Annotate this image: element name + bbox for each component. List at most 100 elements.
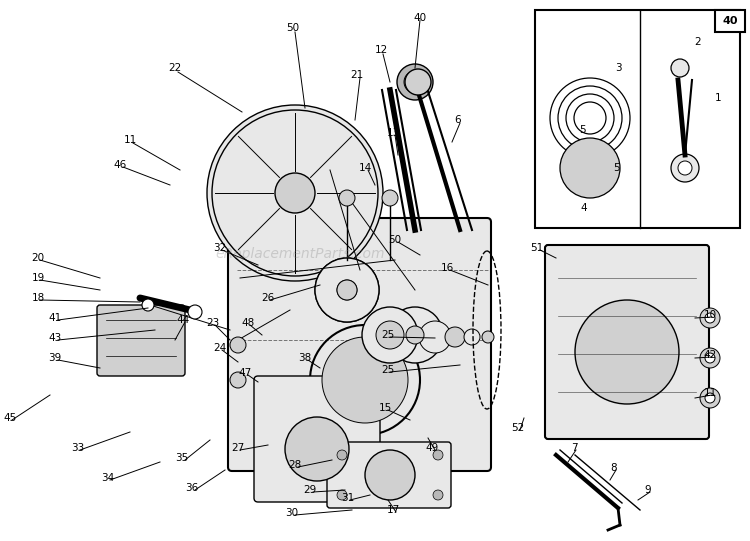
Circle shape	[230, 337, 246, 353]
Text: 5: 5	[579, 125, 585, 135]
Circle shape	[404, 71, 426, 93]
Text: 2: 2	[694, 37, 701, 47]
Circle shape	[433, 490, 443, 500]
Text: 36: 36	[185, 483, 199, 493]
Text: 25: 25	[381, 365, 394, 375]
Circle shape	[322, 337, 408, 423]
Circle shape	[560, 138, 620, 198]
Circle shape	[700, 348, 720, 368]
Circle shape	[275, 173, 315, 213]
Text: 41: 41	[48, 313, 62, 323]
Text: eReplacementParts.com: eReplacementParts.com	[215, 247, 385, 261]
Text: 8: 8	[610, 463, 617, 473]
Text: 43: 43	[48, 333, 62, 343]
Circle shape	[142, 299, 154, 311]
Text: 11: 11	[704, 388, 717, 398]
Circle shape	[376, 321, 404, 349]
Text: 3: 3	[615, 63, 621, 73]
Text: 40: 40	[722, 16, 738, 26]
Circle shape	[337, 490, 347, 500]
Circle shape	[419, 321, 451, 353]
Text: 33: 33	[71, 443, 85, 453]
Circle shape	[387, 307, 443, 363]
Circle shape	[337, 280, 357, 300]
Text: 5: 5	[614, 163, 620, 173]
Text: 19: 19	[32, 273, 45, 283]
Text: 39: 39	[48, 353, 62, 363]
Circle shape	[188, 305, 202, 319]
Circle shape	[315, 258, 379, 322]
Text: 26: 26	[261, 293, 274, 303]
Text: 4: 4	[580, 203, 587, 213]
Circle shape	[397, 64, 433, 100]
Text: 50: 50	[286, 23, 299, 33]
Circle shape	[433, 450, 443, 460]
Text: 15: 15	[378, 403, 392, 413]
Text: 31: 31	[341, 493, 355, 503]
Circle shape	[671, 59, 689, 77]
Text: 34: 34	[101, 473, 115, 483]
Circle shape	[671, 154, 699, 182]
Circle shape	[464, 329, 480, 345]
Circle shape	[705, 393, 715, 403]
Circle shape	[310, 325, 420, 435]
Text: 18: 18	[32, 293, 45, 303]
Text: 27: 27	[231, 443, 244, 453]
Text: 49: 49	[425, 443, 439, 453]
Text: 22: 22	[168, 63, 182, 73]
Text: 52: 52	[512, 423, 525, 433]
Text: 29: 29	[303, 485, 316, 495]
Circle shape	[207, 105, 383, 281]
Circle shape	[445, 327, 465, 347]
Circle shape	[365, 450, 415, 500]
FancyBboxPatch shape	[327, 442, 451, 508]
Bar	[535, 10, 740, 228]
Text: 47: 47	[238, 368, 251, 378]
Text: 17: 17	[386, 505, 400, 515]
Text: 6: 6	[454, 115, 461, 125]
Text: 21: 21	[350, 70, 364, 80]
Circle shape	[705, 353, 715, 363]
Circle shape	[700, 388, 720, 408]
Text: 14: 14	[358, 163, 372, 173]
Text: 25: 25	[381, 330, 394, 340]
Text: 16: 16	[440, 263, 454, 273]
Text: 50: 50	[388, 235, 401, 245]
Text: 45: 45	[3, 413, 16, 423]
Text: 10: 10	[704, 310, 716, 320]
Text: 48: 48	[242, 318, 254, 328]
Circle shape	[678, 161, 692, 175]
Circle shape	[406, 326, 424, 344]
Text: 42: 42	[704, 350, 717, 360]
Circle shape	[405, 69, 431, 95]
Circle shape	[337, 280, 357, 300]
Text: 24: 24	[213, 343, 226, 353]
Circle shape	[482, 331, 494, 343]
FancyBboxPatch shape	[228, 218, 491, 471]
Text: 28: 28	[288, 460, 302, 470]
FancyBboxPatch shape	[545, 245, 709, 439]
Circle shape	[575, 300, 679, 404]
Circle shape	[705, 313, 715, 323]
Text: 23: 23	[206, 318, 220, 328]
Text: 12: 12	[374, 45, 388, 55]
Circle shape	[285, 417, 349, 481]
Text: 32: 32	[213, 243, 226, 253]
Text: 44: 44	[176, 315, 190, 325]
Text: 40: 40	[413, 13, 427, 23]
Text: 38: 38	[298, 353, 312, 363]
Text: 9: 9	[645, 485, 651, 495]
Circle shape	[362, 307, 418, 363]
Circle shape	[382, 190, 398, 206]
Text: 46: 46	[113, 160, 127, 170]
Circle shape	[230, 372, 246, 388]
Bar	[715, 10, 745, 32]
FancyBboxPatch shape	[97, 305, 185, 376]
Text: 11: 11	[123, 135, 136, 145]
Text: 1: 1	[715, 93, 722, 103]
Circle shape	[315, 258, 379, 322]
Text: 13: 13	[386, 128, 400, 138]
Circle shape	[337, 450, 347, 460]
Text: 35: 35	[176, 453, 189, 463]
Text: 7: 7	[571, 443, 578, 453]
